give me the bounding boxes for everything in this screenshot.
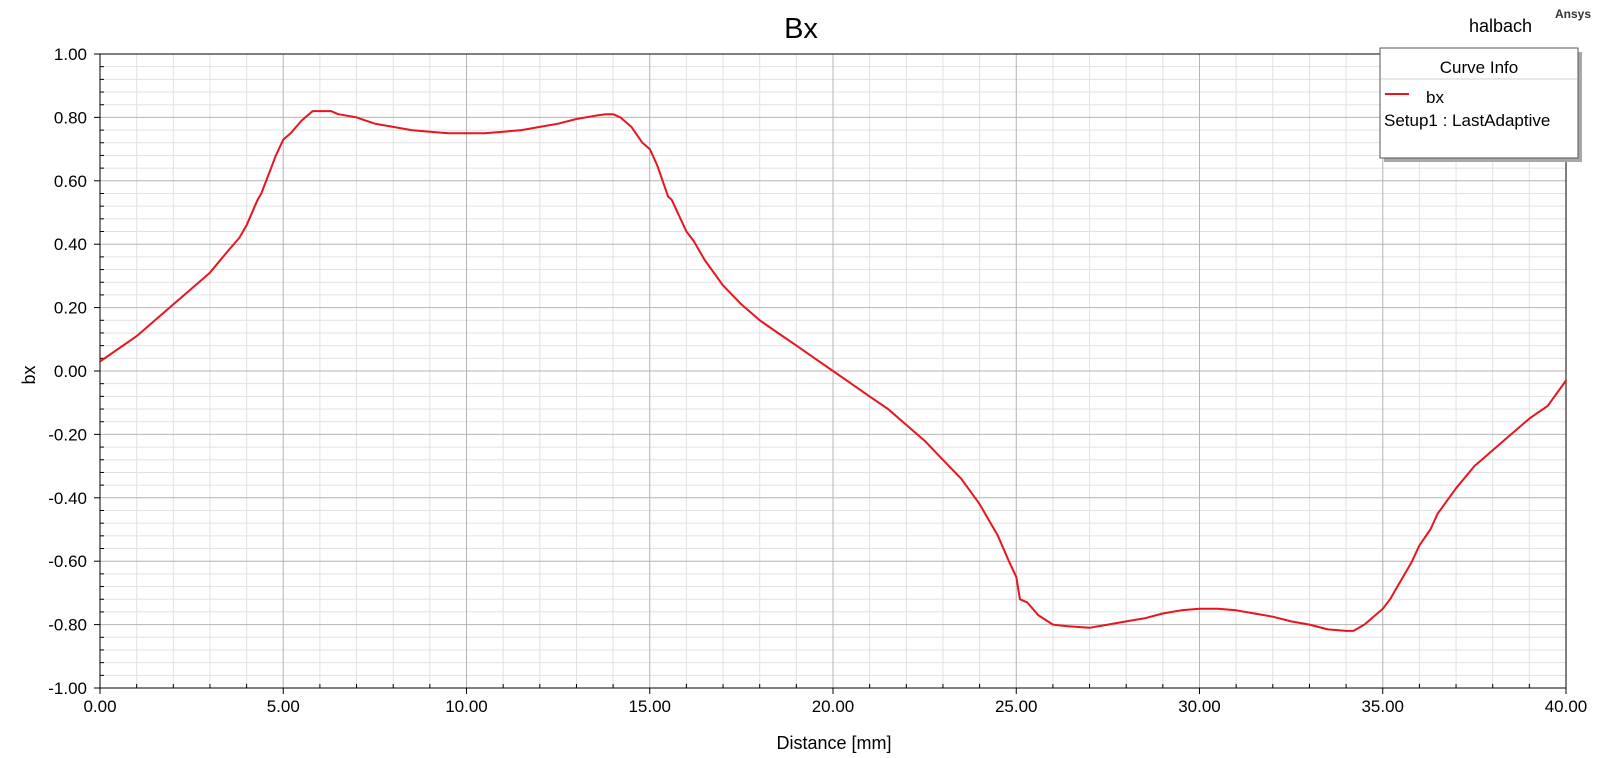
y-tick-label: 0.20 bbox=[54, 299, 87, 318]
x-tick-label: 40.00 bbox=[1545, 697, 1588, 716]
series-line-bx bbox=[99, 110, 1567, 632]
legend-box bbox=[1379, 47, 1579, 159]
x-tick-label: 25.00 bbox=[995, 697, 1038, 716]
y-tick-label: 0.80 bbox=[54, 108, 87, 127]
x-tick-label: 0.00 bbox=[83, 697, 116, 716]
x-tick-label: 20.00 bbox=[812, 697, 855, 716]
x-tick-label: 35.00 bbox=[1361, 697, 1404, 716]
legend-title: Curve Info bbox=[1440, 58, 1518, 77]
brand-label: Ansys bbox=[1555, 7, 1591, 21]
legend-series-name: bx bbox=[1426, 88, 1444, 107]
project-name: halbach bbox=[1469, 16, 1532, 36]
x-tick-label: 10.00 bbox=[445, 697, 488, 716]
y-tick-label: 0.40 bbox=[54, 235, 87, 254]
y-axis-tick-labels: -1.00 -0.80 -0.60 -0.40 -0.20 0.00 0.20 0.40 0.6… bbox=[48, 45, 87, 698]
y-tick-label: -0.80 bbox=[48, 616, 87, 635]
y-tick-label: -0.20 bbox=[48, 425, 87, 444]
x-axis-title: Distance [mm] bbox=[776, 733, 891, 753]
legend[interactable]: Curve Info bx Setup1 : LastAdaptive bbox=[1379, 47, 1582, 162]
y-tick-label: 1.00 bbox=[54, 45, 87, 64]
chart-title: Bx bbox=[784, 13, 818, 45]
x-tick-label: 30.00 bbox=[1178, 697, 1221, 716]
grid-layer bbox=[99, 53, 1567, 689]
y-axis-title: bx bbox=[19, 365, 39, 384]
x-tick-label: 5.00 bbox=[267, 697, 300, 716]
x-axis-tick-labels: 0.00 5.00 10.00 15.00 20.00 25.00 30.00 35.00 40… bbox=[83, 697, 1587, 716]
tick-layer bbox=[94, 53, 1567, 694]
y-tick-label: 0.00 bbox=[54, 362, 87, 381]
y-tick-label: -0.40 bbox=[48, 489, 87, 508]
y-tick-label: -1.00 bbox=[48, 679, 87, 698]
y-tick-label: 0.60 bbox=[54, 172, 87, 191]
x-tick-label: 15.00 bbox=[628, 697, 671, 716]
y-tick-label: -0.60 bbox=[48, 552, 87, 571]
series-layer bbox=[99, 110, 1567, 632]
legend-series-detail: Setup1 : LastAdaptive bbox=[1384, 111, 1550, 130]
